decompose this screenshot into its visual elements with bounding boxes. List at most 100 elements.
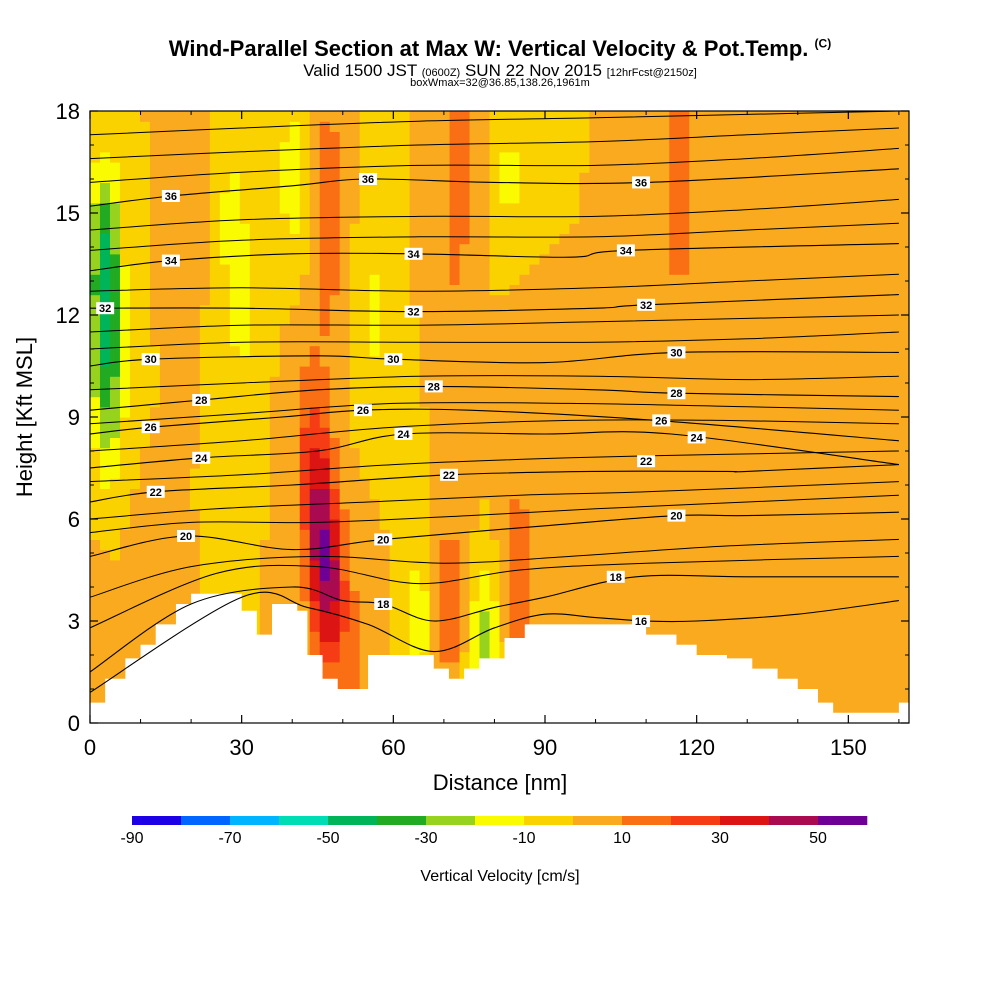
w-cell bbox=[619, 366, 630, 377]
w-cell bbox=[559, 386, 571, 398]
w-cell bbox=[619, 192, 630, 204]
w-cell bbox=[679, 284, 690, 296]
w-cell bbox=[799, 243, 810, 255]
w-cell bbox=[869, 192, 880, 204]
w-cell bbox=[829, 457, 840, 469]
w-cell bbox=[589, 274, 600, 285]
w-cell bbox=[419, 621, 431, 632]
w-cell bbox=[109, 396, 121, 408]
w-cell bbox=[839, 590, 850, 602]
w-cell bbox=[119, 345, 131, 357]
w-cell bbox=[109, 264, 121, 275]
w-cell bbox=[409, 223, 421, 234]
w-cell bbox=[449, 121, 461, 132]
w-cell bbox=[349, 243, 361, 255]
w-cell bbox=[149, 468, 161, 479]
w-cell bbox=[729, 111, 740, 122]
w-cell bbox=[459, 610, 471, 622]
w-cell bbox=[689, 121, 700, 132]
w-cell bbox=[659, 590, 670, 602]
w-cell bbox=[589, 580, 600, 591]
w-cell bbox=[249, 141, 261, 153]
w-cell bbox=[679, 468, 690, 479]
w-cell bbox=[759, 519, 770, 530]
w-cell bbox=[159, 111, 171, 122]
w-cell bbox=[279, 366, 291, 377]
w-cell bbox=[609, 590, 620, 602]
w-cell bbox=[589, 590, 600, 602]
w-cell bbox=[159, 355, 171, 367]
w-cell bbox=[169, 202, 181, 214]
w-cell bbox=[539, 162, 551, 173]
w-cell bbox=[899, 672, 909, 683]
w-cell bbox=[729, 570, 740, 581]
w-cell bbox=[559, 437, 571, 449]
w-cell bbox=[579, 172, 590, 183]
w-cell bbox=[309, 549, 321, 561]
w-cell bbox=[679, 406, 690, 418]
w-cell bbox=[439, 508, 451, 520]
w-cell bbox=[849, 641, 860, 653]
w-cell bbox=[499, 325, 511, 336]
w-cell bbox=[849, 529, 860, 540]
w-cell bbox=[439, 519, 451, 530]
w-cell bbox=[429, 600, 441, 612]
w-cell bbox=[869, 284, 880, 296]
w-cell bbox=[869, 529, 880, 540]
w-cell bbox=[689, 519, 700, 530]
w-cell bbox=[449, 478, 461, 489]
valid-date: SUN 22 Nov 2015 bbox=[464, 61, 602, 80]
w-cell bbox=[649, 151, 660, 163]
w-cell bbox=[779, 437, 790, 449]
w-cell bbox=[139, 406, 151, 418]
contour-label-bg bbox=[146, 485, 165, 498]
w-cell bbox=[509, 478, 521, 489]
w-cell bbox=[439, 335, 451, 347]
w-cell bbox=[469, 621, 481, 632]
w-cell bbox=[189, 345, 201, 357]
w-cell bbox=[869, 468, 880, 479]
w-cell bbox=[439, 621, 451, 632]
w-cell bbox=[149, 253, 161, 265]
w-cell bbox=[809, 559, 820, 571]
w-cell bbox=[519, 468, 531, 479]
w-cell bbox=[879, 529, 890, 540]
w-cell bbox=[429, 478, 441, 489]
w-cell bbox=[219, 417, 231, 428]
w-cell bbox=[509, 590, 521, 602]
w-cell bbox=[489, 182, 501, 194]
w-cell bbox=[549, 600, 561, 612]
w-cell bbox=[899, 549, 909, 561]
w-cell bbox=[659, 468, 670, 479]
w-cell bbox=[279, 274, 291, 285]
w-cell bbox=[679, 621, 690, 632]
w-cell bbox=[309, 621, 321, 632]
w-cell bbox=[729, 508, 740, 520]
w-cell bbox=[299, 131, 311, 143]
w-cell bbox=[609, 610, 620, 622]
w-cell bbox=[399, 366, 411, 377]
w-cell bbox=[869, 661, 880, 673]
w-cell bbox=[869, 641, 880, 653]
w-cell bbox=[779, 427, 790, 438]
w-cell bbox=[279, 111, 291, 122]
w-cell bbox=[819, 610, 830, 622]
w-cell bbox=[469, 162, 481, 173]
w-cell bbox=[109, 570, 121, 581]
w-cell bbox=[799, 111, 810, 122]
w-cell bbox=[339, 437, 351, 449]
w-cell bbox=[879, 488, 890, 500]
w-cell bbox=[619, 345, 630, 357]
w-cell bbox=[399, 192, 411, 204]
w-cell bbox=[589, 253, 600, 265]
w-cell bbox=[809, 111, 820, 122]
w-cell bbox=[679, 529, 690, 540]
w-cell bbox=[529, 427, 541, 438]
w-cell bbox=[799, 437, 810, 449]
w-cell bbox=[799, 182, 810, 194]
w-cell bbox=[259, 355, 271, 367]
w-cell bbox=[449, 488, 461, 500]
w-cell bbox=[469, 457, 481, 469]
w-cell bbox=[149, 437, 161, 449]
w-cell bbox=[149, 345, 161, 357]
